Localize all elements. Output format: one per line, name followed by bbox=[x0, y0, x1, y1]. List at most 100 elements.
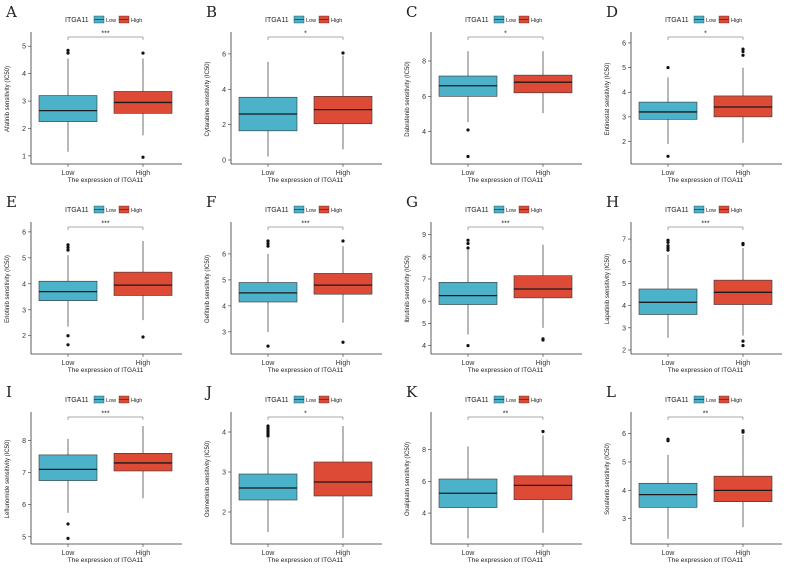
panel-i: I ITGA11 Low High 5 6 7 8 Leflunomide sensitivit… bbox=[5, 383, 182, 564]
legend-label-high: High bbox=[731, 208, 742, 214]
y-tick-label: 2 bbox=[22, 333, 26, 340]
legend-label-high: High bbox=[131, 208, 142, 214]
legend-label-high: High bbox=[331, 208, 342, 214]
box-low bbox=[638, 101, 698, 120]
x-tick-label-low: Low bbox=[662, 170, 676, 177]
y-tick-label: 2 bbox=[22, 126, 26, 133]
outlier-point-low bbox=[66, 245, 70, 250]
legend-label-low: Low bbox=[106, 18, 116, 24]
legend-title: ITGA11 bbox=[465, 17, 489, 24]
y-tick-label: 4 bbox=[222, 303, 226, 310]
outlier-point-low bbox=[666, 246, 670, 250]
outlier-point-low bbox=[66, 51, 70, 55]
y-tick-label: 9 bbox=[422, 232, 426, 239]
y-tick-label: 1 bbox=[22, 153, 26, 160]
significance-label: *** bbox=[101, 31, 109, 38]
y-tick-label: 3 bbox=[22, 99, 26, 106]
outlier-point-high bbox=[741, 53, 745, 57]
y-tick-label: 4 bbox=[622, 90, 626, 97]
legend-title: ITGA11 bbox=[665, 397, 689, 404]
x-tick-label-low: Low bbox=[62, 550, 76, 557]
outlier-point-high bbox=[341, 239, 345, 243]
outlier-point-low bbox=[66, 536, 70, 540]
y-tick-label: 3 bbox=[222, 470, 226, 477]
x-axis-label: The expression of ITGA11 bbox=[668, 557, 744, 564]
x-tick-label-high: High bbox=[536, 170, 551, 177]
y-tick-label: 6 bbox=[622, 259, 626, 266]
legend-label-low: Low bbox=[506, 208, 516, 214]
x-tick-label-low: Low bbox=[62, 170, 76, 177]
y-tick-label: 6 bbox=[422, 479, 426, 486]
y-tick-label: 5 bbox=[622, 65, 626, 72]
legend-title: ITGA11 bbox=[265, 207, 289, 214]
y-tick-label: 4 bbox=[622, 303, 626, 310]
outlier-point-high bbox=[741, 241, 745, 246]
box-high bbox=[313, 461, 373, 497]
x-axis-label: The expression of ITGA11 bbox=[68, 367, 144, 374]
outlier-point-high bbox=[341, 340, 345, 344]
y-tick-label: 5 bbox=[22, 44, 26, 51]
x-tick-label-low: Low bbox=[462, 550, 476, 557]
legend-label-high: High bbox=[531, 398, 542, 404]
y-axis-label: Ibrutinib sensitivity (IC50) bbox=[405, 255, 411, 322]
y-axis-label: Osimertinib sensitivity (IC50) bbox=[205, 441, 211, 517]
x-axis-label: The expression of ITGA11 bbox=[668, 367, 744, 374]
outlier-point-low bbox=[466, 128, 470, 132]
outlier-point-high bbox=[741, 49, 745, 54]
y-tick-label: 6 bbox=[622, 40, 626, 47]
y-tick-label: 3 bbox=[222, 329, 226, 336]
panel-letter: I bbox=[6, 383, 12, 401]
y-tick-label: 6 bbox=[222, 51, 226, 58]
outlier-point-low bbox=[466, 154, 470, 159]
y-tick-label: 2 bbox=[622, 139, 626, 146]
legend-label-high: High bbox=[131, 398, 142, 404]
box-low bbox=[438, 282, 498, 305]
legend-label-low: Low bbox=[706, 208, 716, 214]
x-tick-label-high: High bbox=[736, 550, 751, 557]
x-tick-label-high: High bbox=[536, 360, 551, 367]
x-axis-label: The expression of ITGA11 bbox=[68, 177, 144, 184]
panel-b: B ITGA11 Low High 0 2 4 6 Cytarabine sensitivity… bbox=[205, 3, 382, 184]
x-tick-label-high: High bbox=[736, 360, 751, 367]
y-tick-label: 3 bbox=[22, 307, 26, 314]
y-tick-label: 8 bbox=[22, 438, 26, 445]
y-tick-label: 7 bbox=[622, 237, 626, 244]
y-axis-label: Dabrafenib sensitivity (IC50) bbox=[405, 61, 411, 136]
y-tick-label: 2 bbox=[622, 348, 626, 355]
significance-label: *** bbox=[501, 221, 509, 228]
panel-a: A ITGA11 Low High 1 2 3 4 5 Afatinib sensitivity … bbox=[5, 3, 182, 184]
x-axis-label: The expression of ITGA11 bbox=[468, 557, 544, 564]
x-tick-label-low: Low bbox=[262, 360, 276, 367]
panel-letter: F bbox=[206, 193, 216, 211]
legend-label-high: High bbox=[331, 18, 342, 24]
y-tick-label: 5 bbox=[622, 459, 626, 466]
significance-label: * bbox=[504, 31, 507, 38]
x-tick-label-low: Low bbox=[662, 360, 676, 367]
box-low bbox=[238, 473, 298, 501]
y-axis-label: Erlotinib sensitivity (IC50) bbox=[5, 255, 11, 323]
y-tick-label: 3 bbox=[622, 114, 626, 121]
box-high bbox=[713, 475, 773, 502]
y-tick-label: 5 bbox=[422, 321, 426, 328]
outlier-point-low bbox=[66, 334, 70, 338]
outlier-point-low bbox=[466, 241, 470, 246]
legend-label-low: Low bbox=[506, 398, 516, 404]
outlier-point-low bbox=[466, 238, 470, 242]
outlier-point-low bbox=[666, 437, 670, 441]
outlier-point-high bbox=[141, 155, 145, 159]
significance-label: * bbox=[304, 31, 307, 38]
outlier-point-low bbox=[666, 240, 670, 245]
x-tick-label-high: High bbox=[336, 170, 351, 177]
outlier-point-low bbox=[266, 244, 270, 248]
y-axis-label: Cytarabine sensitivity (IC50) bbox=[205, 61, 211, 136]
panel-k: K ITGA11 Low High 4 6 8 Oxaliplatin sensitivity… bbox=[405, 383, 582, 564]
y-tick-label: 3 bbox=[622, 516, 626, 523]
outlier-point-high bbox=[541, 337, 545, 341]
significance-label: *** bbox=[101, 221, 109, 228]
legend-label-high: High bbox=[531, 208, 542, 214]
legend-title: ITGA11 bbox=[65, 207, 89, 214]
x-axis-label: The expression of ITGA11 bbox=[468, 367, 544, 374]
y-axis-label: Lapatinib sensitivity (IC50) bbox=[605, 254, 611, 324]
y-tick-label: 8 bbox=[422, 254, 426, 261]
